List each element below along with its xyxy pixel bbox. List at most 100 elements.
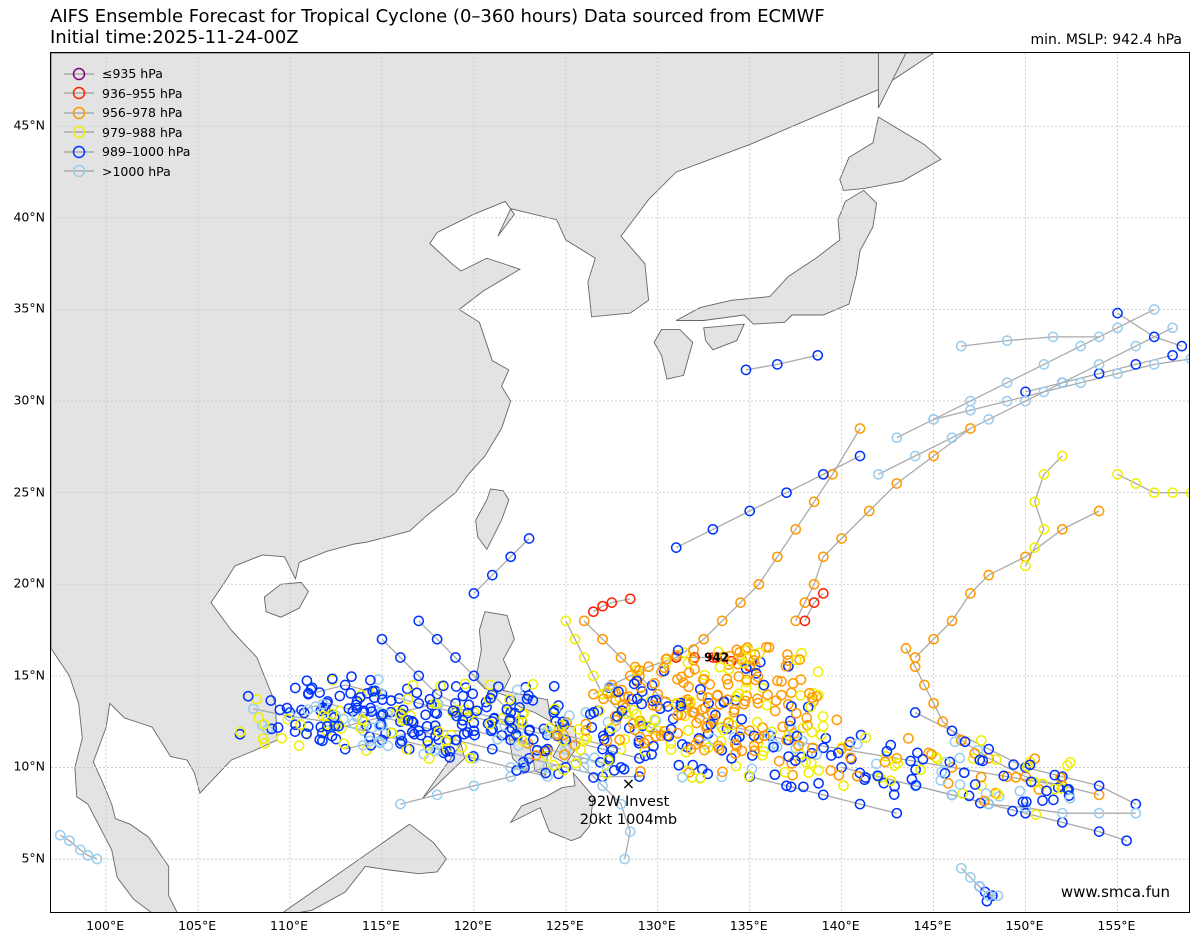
track-point <box>1029 496 1041 508</box>
track-point <box>1049 783 1060 795</box>
track-point <box>879 756 891 768</box>
track-point <box>420 709 431 721</box>
track-point <box>463 699 475 711</box>
track-point <box>1112 468 1123 480</box>
track-point <box>424 693 436 705</box>
track-point <box>946 432 958 444</box>
track-point <box>54 829 66 841</box>
track-point <box>333 720 344 732</box>
track-point <box>800 756 812 768</box>
lon-tick-label: 110°E <box>270 918 309 933</box>
track-point <box>721 673 733 685</box>
track-point <box>430 745 441 757</box>
track-point <box>1020 802 1031 814</box>
track-point <box>628 678 640 690</box>
track-point <box>82 850 94 861</box>
track-point <box>588 670 599 682</box>
track-point <box>586 722 598 733</box>
track-point <box>376 633 388 645</box>
track-point <box>247 703 259 715</box>
initial-time-label: Initial time:2025-11-24-00Z <box>50 27 299 48</box>
land-polygon <box>51 53 935 912</box>
track-point <box>808 597 820 608</box>
track-point <box>317 735 328 747</box>
track-point <box>836 533 847 544</box>
track-point <box>891 432 903 444</box>
track-point <box>714 661 726 673</box>
track-point <box>854 798 866 810</box>
track-point <box>487 723 499 735</box>
track-point <box>771 551 783 563</box>
track-point <box>395 652 406 663</box>
track-point <box>728 706 740 718</box>
track-point <box>954 779 966 790</box>
track-point <box>1185 353 1189 364</box>
track-point <box>731 644 743 656</box>
track-point <box>376 694 388 705</box>
track-point <box>1037 795 1048 806</box>
track-point <box>316 727 328 739</box>
track-point <box>395 798 406 810</box>
track-point <box>735 597 746 608</box>
track-point <box>483 693 495 705</box>
track-point <box>748 655 760 666</box>
track-point <box>707 523 719 535</box>
track-point <box>335 723 347 734</box>
track-point <box>580 718 592 730</box>
track-point <box>624 593 636 605</box>
track-point <box>548 706 560 718</box>
track-line <box>676 656 750 668</box>
track-line <box>326 702 622 750</box>
track-point <box>716 615 728 627</box>
track-point <box>1064 757 1076 768</box>
lat-tick-label: 30°N <box>13 392 45 408</box>
track-point <box>872 770 884 782</box>
track-point <box>290 719 301 731</box>
track-point <box>306 682 318 694</box>
track-point <box>289 726 301 737</box>
land-polygon <box>877 53 907 109</box>
track-point <box>1001 335 1013 346</box>
track-point <box>655 730 667 741</box>
track-point <box>806 726 818 738</box>
track-point <box>726 719 738 731</box>
track-point <box>912 747 923 759</box>
track-point <box>949 736 961 748</box>
track-point <box>891 478 903 489</box>
track-point <box>753 732 765 744</box>
track-point <box>413 697 425 709</box>
track-point <box>698 633 710 645</box>
track-point <box>485 692 496 704</box>
track-point <box>1093 807 1105 819</box>
land-polygon <box>675 189 878 325</box>
track-point <box>969 747 981 759</box>
track-point <box>395 737 406 749</box>
track-point <box>1038 468 1050 480</box>
track-point <box>540 767 552 779</box>
track-point <box>813 764 825 776</box>
track-point <box>413 615 425 627</box>
track-point <box>1112 322 1123 334</box>
map-panel: 942 × 92W Invest 20kt 1004mb <box>50 52 1190 913</box>
track-point <box>690 739 701 750</box>
track-point <box>614 734 626 746</box>
legend-item: >1000 hPa <box>62 162 190 182</box>
track-point <box>1001 377 1013 389</box>
track-point <box>688 654 699 666</box>
track-point <box>634 718 646 730</box>
track-point <box>743 770 755 782</box>
min-pressure-marker: 942 <box>704 651 729 665</box>
legend-item: 956–978 hPa <box>62 103 190 123</box>
track-point <box>570 757 582 769</box>
track-point <box>235 726 246 738</box>
track-point <box>539 745 551 757</box>
track-point <box>958 767 970 779</box>
track-point <box>631 708 642 720</box>
track-point <box>1001 395 1013 407</box>
track-point <box>750 674 761 686</box>
track-point <box>1010 771 1022 783</box>
track-point <box>769 769 781 781</box>
track-point <box>514 702 525 713</box>
track-point <box>781 487 792 499</box>
track-point <box>594 705 605 717</box>
